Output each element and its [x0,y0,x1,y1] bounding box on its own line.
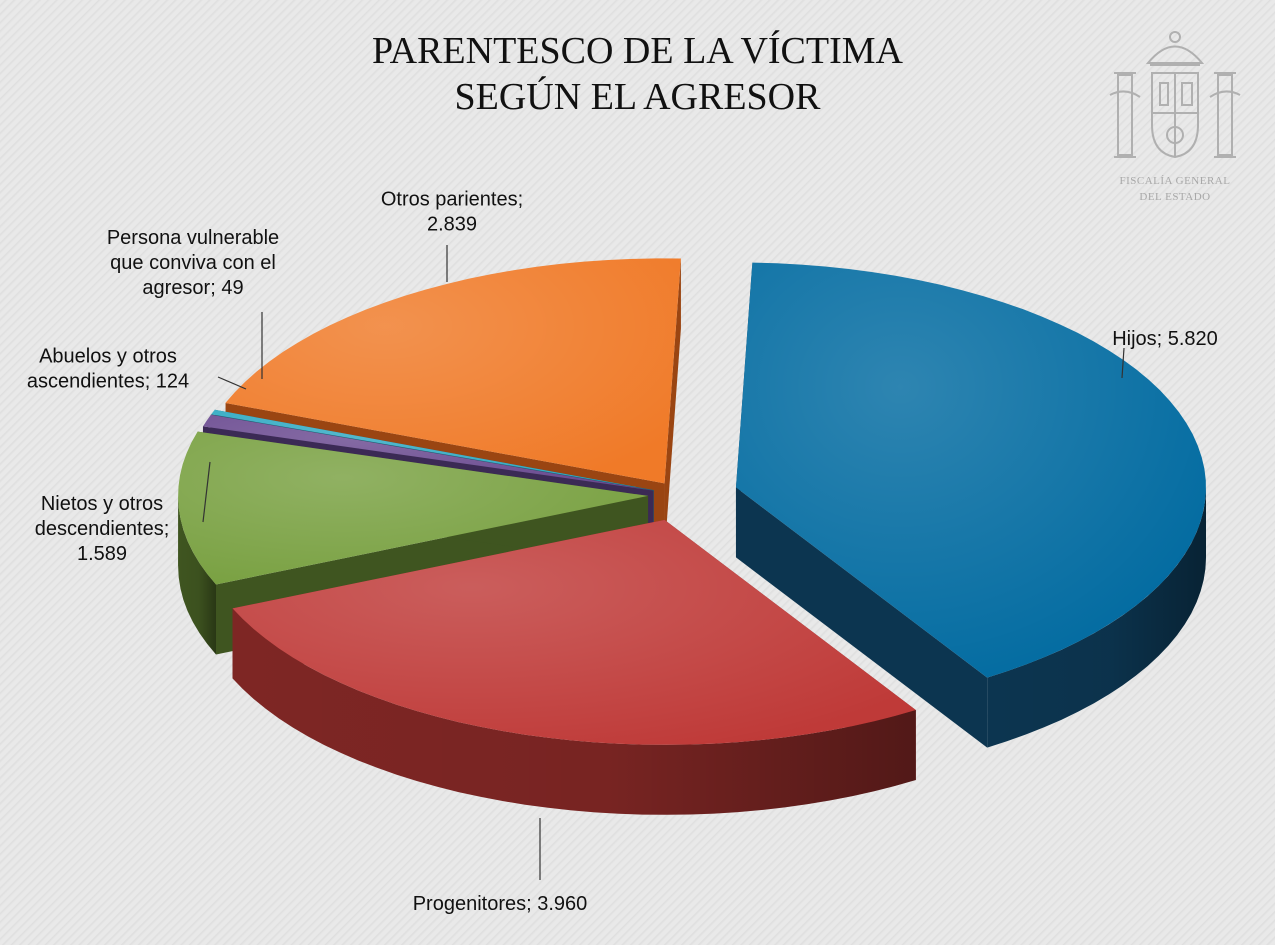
slice-top-highlight [211,409,654,491]
slice-top-highlight [178,431,649,585]
slice-label-3-line-3: 1.589 [77,543,127,565]
slice-top-highlight [735,262,1206,678]
slice-label-4-line-1: Abuelos y otros [39,346,177,368]
slice-label-5-line-1: Persona vulnerable [107,227,279,249]
coat-of-arms-icon [1109,31,1241,159]
chart-title-line-1: PARENTESCO DE LA VÍCTIMA [372,30,903,72]
chart-title: PARENTESCO DE LA VÍCTIMA SEGÚN EL AGRESO… [0,28,1275,120]
chart-title-line-2: SEGÚN EL AGRESOR [454,76,821,118]
slice-label-6-line-1: Otros parientes; [381,189,523,211]
leader-line-4 [217,376,247,390]
logo-text-line-2: DEL ESTADO [1139,191,1211,203]
fiscalia-logo: FISCALÍA GENERAL DEL ESTADO [1100,25,1250,210]
slice-label-2-line-1: Progenitores; 3.960 [413,893,588,915]
slice-wall [735,487,988,748]
pie-slice-2 [232,519,916,815]
slice-label-5-line-3: agresor; 49 [142,277,243,299]
slice-rim-shade [178,495,216,655]
slice-top-highlight [232,519,916,745]
slice-label-5-line-2: que conviva con el [110,252,276,274]
slice-label-4-line-2: ascendientes; 124 [27,371,189,393]
slice-top-highlight [202,414,654,491]
slice-label-3-line-1: Nietos y otros [41,493,163,515]
leader-line-1 [1121,347,1125,379]
slice-rim-shade [987,487,1206,748]
leader-line-3 [202,461,211,523]
slice-wall [664,258,681,554]
pie-slice-1 [735,262,1206,748]
slice-label-6-line-2: 2.839 [427,214,477,236]
slice-label-1-line-1: Hijos; 5.820 [1112,328,1218,350]
logo-text-line-1: FISCALÍA GENERAL [1119,175,1231,187]
slice-top-highlight [225,258,681,484]
slice-label-3-line-2: descendientes; [35,518,170,540]
slice-rim-shade [232,608,916,815]
